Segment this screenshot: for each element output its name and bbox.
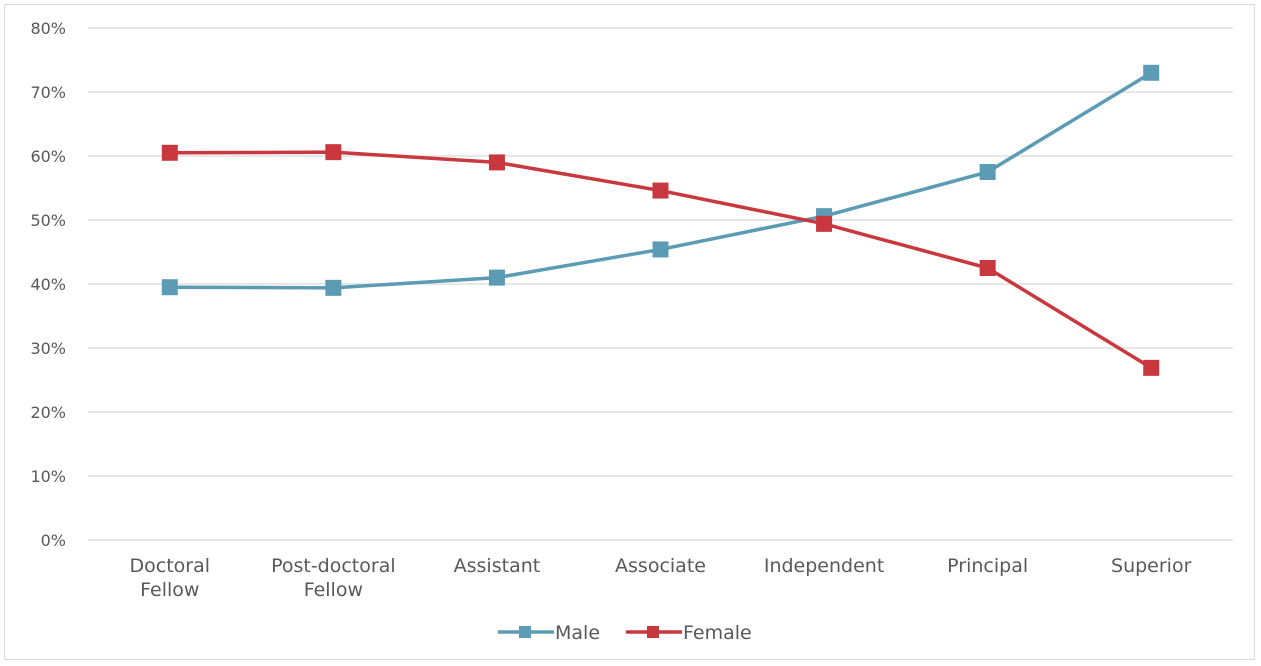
- x-tick-label: Superior: [1111, 555, 1192, 577]
- y-tick-label: 40%: [30, 275, 66, 294]
- y-tick-label: 0%: [41, 531, 66, 550]
- legend-label-male: Male: [555, 622, 600, 644]
- y-tick-label: 70%: [30, 83, 66, 102]
- legend-marker-male: [519, 626, 531, 638]
- x-tick-label: Principal: [947, 555, 1028, 577]
- y-tick-label: 80%: [30, 19, 66, 38]
- data-point-female: [325, 144, 342, 161]
- series-layer: [161, 64, 1160, 376]
- y-tick-label: 10%: [30, 467, 66, 486]
- legend-marker-female: [647, 626, 659, 638]
- legend: Male Female: [498, 622, 752, 644]
- legend-label-female: Female: [683, 622, 752, 644]
- y-tick-label: 50%: [30, 211, 66, 230]
- data-point-female: [1143, 359, 1160, 376]
- gridlines: [88, 27, 1233, 541]
- x-tick-label: Assistant: [454, 555, 541, 577]
- data-point-male: [1143, 64, 1160, 81]
- chart-frame: [4, 4, 1255, 660]
- data-point-male: [652, 241, 669, 258]
- x-tick-label: Fellow: [304, 579, 363, 601]
- data-point-male: [979, 164, 996, 180]
- y-tick-label: 60%: [30, 147, 66, 166]
- data-point-female: [488, 154, 505, 171]
- data-point-female: [161, 144, 178, 161]
- data-point-female: [652, 182, 669, 199]
- x-tick-label: Associate: [615, 555, 706, 577]
- x-axis-ticks: DoctoralFellowPost-doctoralFellowAssista…: [130, 555, 1192, 601]
- y-tick-label: 30%: [30, 339, 66, 358]
- y-axis-ticks: 0% 10% 20% 30% 40% 50% 60% 70% 80%: [30, 19, 66, 550]
- y-tick-label: 20%: [30, 403, 66, 422]
- data-point-female: [816, 215, 833, 232]
- data-point-male: [325, 279, 342, 296]
- data-point-male: [488, 269, 505, 286]
- x-tick-label: Post-doctoral: [271, 555, 396, 577]
- x-tick-label: Doctoral: [130, 555, 211, 577]
- x-tick-label: Independent: [764, 555, 884, 577]
- data-point-female: [979, 260, 996, 276]
- x-tick-label: Fellow: [140, 579, 199, 601]
- data-point-male: [161, 279, 178, 296]
